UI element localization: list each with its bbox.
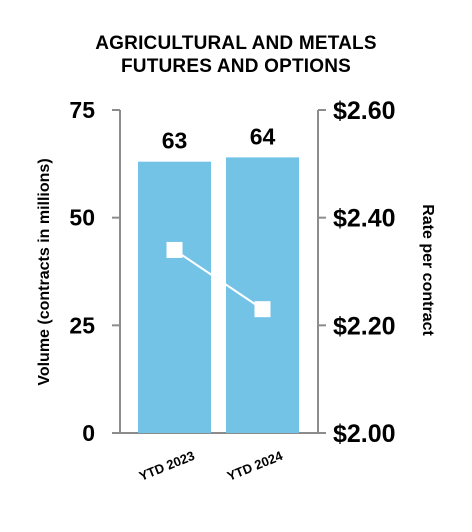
left-tick-label: 0	[82, 420, 95, 446]
bar-value-label: 63	[162, 128, 188, 154]
rate-point-marker	[254, 301, 271, 318]
x-tick-label: YTD 2024	[225, 448, 286, 484]
left-tick-label: 25	[69, 312, 95, 338]
rate-point-marker	[166, 241, 183, 258]
rate-line	[173, 249, 264, 311]
y-axis-label-right: Rate per contract	[419, 204, 436, 336]
y-axis-label-left: Volume (contracts in millions)	[36, 158, 53, 385]
bar	[226, 157, 299, 433]
bar-series	[138, 157, 299, 433]
chart-title-line-2: FUTURES AND OPTIONS	[120, 56, 352, 77]
bar-value-labels: 63 64	[162, 123, 276, 153]
x-axis-labels: YTD 2023 YTD 2024	[137, 448, 286, 484]
left-tick-label: 75	[69, 97, 95, 123]
right-tick-label: $2.60	[333, 97, 396, 125]
chart-title-line-1: AGRICULTURAL AND METALS	[95, 33, 377, 54]
right-axis: $2.00 $2.20 $2.40 $2.60	[317, 97, 396, 448]
x-tick-label: YTD 2023	[137, 448, 197, 484]
bar	[138, 161, 211, 433]
right-tick-label: $2.40	[333, 205, 396, 233]
right-tick-label: $2.00	[333, 420, 396, 448]
left-tick-label: 50	[69, 205, 95, 231]
left-axis: 0 25 50 75	[69, 97, 318, 446]
bar-value-label: 64	[250, 123, 276, 149]
right-tick-label: $2.20	[333, 312, 396, 340]
rate-line-series	[166, 241, 271, 318]
